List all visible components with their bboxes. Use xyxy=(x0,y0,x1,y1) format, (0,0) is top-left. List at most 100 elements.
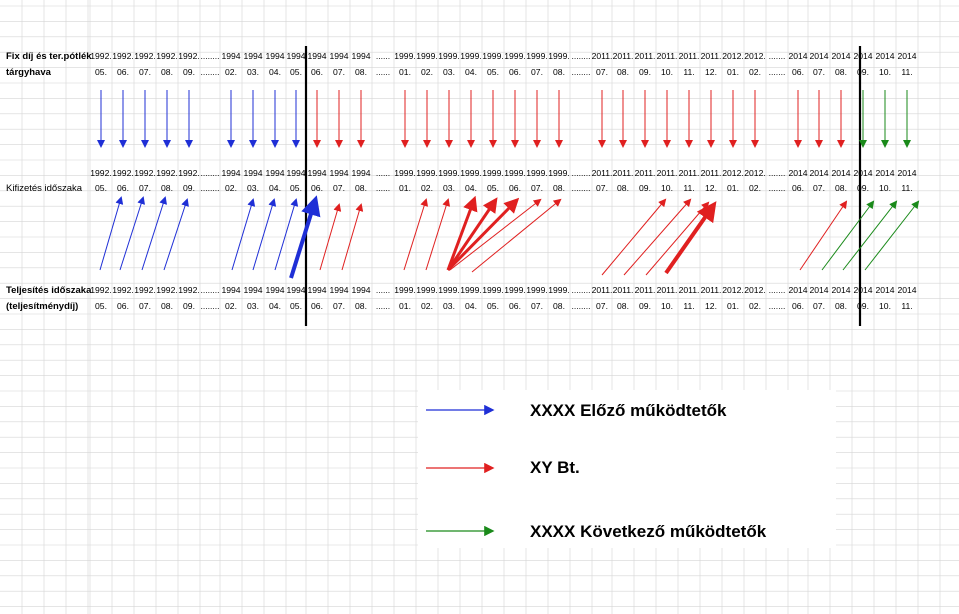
year-cell: 1999. xyxy=(460,51,482,61)
month-cell: 06. xyxy=(311,67,323,77)
year-cell: 2014 xyxy=(853,285,872,295)
month-cell: 11. xyxy=(683,183,694,193)
year-cell: 2012. xyxy=(744,168,766,178)
month-cell: 07. xyxy=(139,183,151,193)
year-cell: 2014 xyxy=(809,51,828,61)
year-cell: 1994 xyxy=(307,285,326,295)
month-cell: 05. xyxy=(95,301,107,311)
month-cell: 12. xyxy=(705,301,717,311)
year-cell: 1999. xyxy=(504,51,526,61)
flow-arrows xyxy=(97,90,920,279)
month-cell: ........ xyxy=(571,67,590,77)
year-cell: 2014 xyxy=(875,168,894,178)
month-cell: 03. xyxy=(443,67,455,77)
year-cell: 2011. xyxy=(679,285,700,295)
month-cell: 04. xyxy=(465,183,477,193)
legend-label-previous-operators: XXXX Előző működtetők xyxy=(530,401,727,420)
year-cell: 1992. xyxy=(90,285,112,295)
performance-to-payment-arrow-green xyxy=(842,200,898,271)
year-cell: 1992. xyxy=(178,168,200,178)
year-cell: 1992. xyxy=(112,168,134,178)
year-cell: 1992. xyxy=(178,285,200,295)
month-cell: 05. xyxy=(290,301,302,311)
month-cell: 05. xyxy=(290,67,302,77)
month-cell: 05. xyxy=(95,183,107,193)
month-cell: ....... xyxy=(769,67,786,77)
year-cell: ........ xyxy=(571,285,590,295)
month-cell: 02. xyxy=(749,183,761,193)
month-cell: 06. xyxy=(117,67,129,77)
year-cell: 2011. xyxy=(613,168,634,178)
month-cell: 09. xyxy=(639,301,651,311)
month-cell: 08. xyxy=(355,301,367,311)
performance-to-payment-arrow-blue xyxy=(274,198,299,271)
year-cell: 1992. xyxy=(178,51,200,61)
month-cell: 10. xyxy=(879,183,891,193)
month-cell: 01. xyxy=(399,183,411,193)
year-cell: 2014 xyxy=(788,285,807,295)
year-cell: 1999. xyxy=(504,285,526,295)
month-cell: 09. xyxy=(639,183,651,193)
year-cell: 1992. xyxy=(134,168,156,178)
month-cell: ...... xyxy=(376,67,390,77)
year-cell: ...... xyxy=(376,285,390,295)
month-cell: 07. xyxy=(531,183,543,193)
month-cell: 07. xyxy=(333,301,345,311)
year-cell: 2014 xyxy=(809,285,828,295)
month-cell: 07. xyxy=(813,301,825,311)
kifizetes-label: Kifizetés időszaka xyxy=(6,183,83,194)
year-cell: 1994 xyxy=(329,51,348,61)
legend-label-xy-bt: XY Bt. xyxy=(530,458,580,477)
performance-to-payment-arrow-blue xyxy=(231,198,256,271)
month-cell: ........ xyxy=(571,183,590,193)
month-cell: 06. xyxy=(792,183,804,193)
month-cell: 04. xyxy=(465,67,477,77)
month-cell: 05. xyxy=(487,67,499,77)
year-cell: 1994 xyxy=(265,285,284,295)
month-cell: 03. xyxy=(443,301,455,311)
year-cell: 1999. xyxy=(416,51,438,61)
year-cell: 1992. xyxy=(112,285,134,295)
month-cell: 01. xyxy=(727,183,739,193)
month-cell: 11. xyxy=(683,301,694,311)
performance-to-payment-arrow-red xyxy=(449,198,542,271)
month-cell: ........ xyxy=(200,301,219,311)
month-cell: 11. xyxy=(901,301,912,311)
month-cell: 01. xyxy=(727,301,739,311)
year-cell: 2014 xyxy=(809,168,828,178)
month-cell: 07. xyxy=(333,183,345,193)
month-cell: 06. xyxy=(509,301,521,311)
year-cell: ........ xyxy=(200,168,219,178)
year-cell: 1994 xyxy=(286,51,305,61)
year-cell: 1999. xyxy=(548,51,570,61)
year-cell: 2014 xyxy=(875,285,894,295)
year-cell: 1994 xyxy=(286,285,305,295)
month-cell: 01. xyxy=(399,301,411,311)
month-cell: 08. xyxy=(355,183,367,193)
year-cell: 1992. xyxy=(90,168,112,178)
performance-to-payment-arrow-red xyxy=(664,201,717,275)
month-cell: 01. xyxy=(399,67,411,77)
performance-to-payment-arrow-red xyxy=(601,198,667,276)
year-cell: 1994 xyxy=(351,168,370,178)
month-cell: 07. xyxy=(139,301,151,311)
month-cell: ........ xyxy=(200,67,219,77)
month-cell: 06. xyxy=(117,301,129,311)
month-cell: 04. xyxy=(269,67,281,77)
month-cell: 04. xyxy=(269,183,281,193)
month-cell: ........ xyxy=(200,183,219,193)
month-cell: 07. xyxy=(531,67,543,77)
year-cell: 1994 xyxy=(221,168,240,178)
row-label-fix-dij: Fix díj és ter.pótlék tárgyhava xyxy=(6,51,92,78)
month-cell: 07. xyxy=(596,183,608,193)
month-cell: 06. xyxy=(792,67,804,77)
month-cell: 08. xyxy=(553,301,565,311)
year-cell: 1999. xyxy=(460,168,482,178)
year-cell: 2014 xyxy=(831,168,850,178)
month-cell: 10. xyxy=(661,301,673,311)
month-cell: 02. xyxy=(421,183,433,193)
month-cell: 09. xyxy=(857,67,869,77)
month-cell: 05. xyxy=(290,183,302,193)
kifizetes-date-row: 1992. 1992. 1992. 1992. 1992......... 1994 199… xyxy=(90,168,917,193)
row-label-kifizetes: Kifizetés időszaka xyxy=(6,183,83,194)
